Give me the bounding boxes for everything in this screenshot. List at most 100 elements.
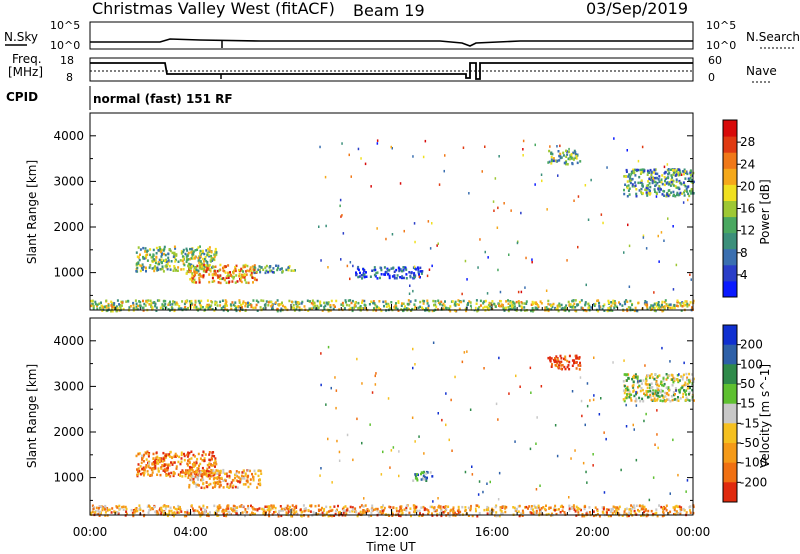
data-cell (338, 450, 341, 454)
data-cell (228, 474, 231, 478)
data-cell (483, 367, 485, 370)
data-cell (667, 305, 670, 309)
data-cell (222, 510, 225, 513)
data-cell (215, 476, 217, 480)
data-cell (530, 505, 533, 508)
data-cell (294, 300, 297, 304)
data-cell (422, 505, 425, 509)
data-cell (94, 509, 97, 513)
data-cell (148, 462, 151, 465)
data-cell (449, 305, 452, 308)
data-cell (147, 453, 150, 456)
data-cell (195, 271, 198, 274)
data-cell (160, 255, 163, 258)
data-cell (672, 391, 675, 394)
data-cell (174, 507, 177, 511)
data-cell (319, 300, 322, 303)
data-cell (137, 304, 139, 308)
data-cell (622, 398, 625, 401)
data-cell (339, 198, 342, 202)
data-cell (508, 253, 510, 256)
data-cell (587, 302, 590, 306)
data-cell (94, 511, 97, 514)
data-cell (469, 508, 472, 512)
data-cell (555, 508, 558, 511)
data-cell (345, 512, 348, 515)
data-cell (547, 302, 550, 306)
data-cell (652, 392, 655, 395)
data-cell (161, 303, 164, 306)
data-cell (320, 467, 322, 470)
data-cell (613, 300, 616, 303)
data-cell (644, 393, 647, 397)
data-cell (547, 161, 550, 164)
data-cell (426, 299, 429, 302)
data-cell (187, 453, 190, 457)
data-cell (153, 505, 155, 509)
data-cell (442, 510, 445, 514)
data-cell (197, 246, 200, 249)
data-cell (665, 373, 668, 376)
data-cell (333, 505, 336, 508)
data-cell (184, 474, 187, 478)
data-cell (232, 504, 235, 508)
data-cell (391, 233, 394, 236)
data-cell (439, 302, 442, 306)
data-cell (383, 273, 386, 276)
data-cell (467, 514, 470, 517)
data-cell (628, 511, 631, 514)
data-cell (684, 390, 687, 394)
data-cell (643, 510, 646, 514)
data-cell (185, 260, 188, 263)
data-cell (685, 187, 688, 191)
data-cell (163, 304, 166, 308)
data-cell (373, 266, 376, 269)
data-cell (639, 168, 642, 172)
data-cell (139, 253, 141, 256)
data-cell (158, 262, 161, 266)
data-cell (193, 278, 196, 281)
data-cell (658, 260, 660, 263)
data-cell (676, 505, 679, 509)
data-cell (556, 307, 559, 310)
data-cell (413, 222, 416, 225)
data-cell (652, 512, 655, 516)
data-cell (578, 364, 581, 367)
data-cell (560, 364, 563, 367)
data-cell (194, 482, 197, 485)
data-cell (139, 304, 142, 307)
data-cell (663, 300, 666, 304)
data-cell (488, 513, 491, 516)
data-cell (653, 512, 656, 516)
data-cell (355, 271, 357, 274)
data-cell (652, 394, 655, 397)
data-cell (505, 505, 508, 509)
data-cell (679, 510, 682, 514)
data-cell (679, 171, 682, 175)
data-cell (198, 267, 201, 270)
colorbar-segment (723, 120, 737, 137)
data-cell (220, 476, 223, 480)
data-cell (167, 463, 170, 466)
data-cell (578, 507, 581, 511)
data-cell (357, 147, 360, 151)
data-cell (200, 274, 203, 278)
data-cell (230, 304, 233, 308)
data-cell (229, 512, 232, 516)
data-cell (642, 168, 645, 171)
data-cell (215, 510, 218, 513)
data-cell (399, 268, 402, 271)
data-cell (675, 180, 678, 183)
data-cell (140, 264, 143, 268)
data-cell (251, 276, 254, 279)
data-cell (214, 471, 217, 474)
data-cell (466, 278, 468, 281)
data-cell (651, 181, 654, 185)
data-cell (624, 302, 627, 306)
data-cell (177, 473, 180, 476)
data-cell (426, 471, 429, 474)
data-cell (688, 194, 691, 198)
data-cell (560, 156, 563, 159)
data-cell (678, 179, 681, 183)
data-cell (108, 508, 111, 511)
